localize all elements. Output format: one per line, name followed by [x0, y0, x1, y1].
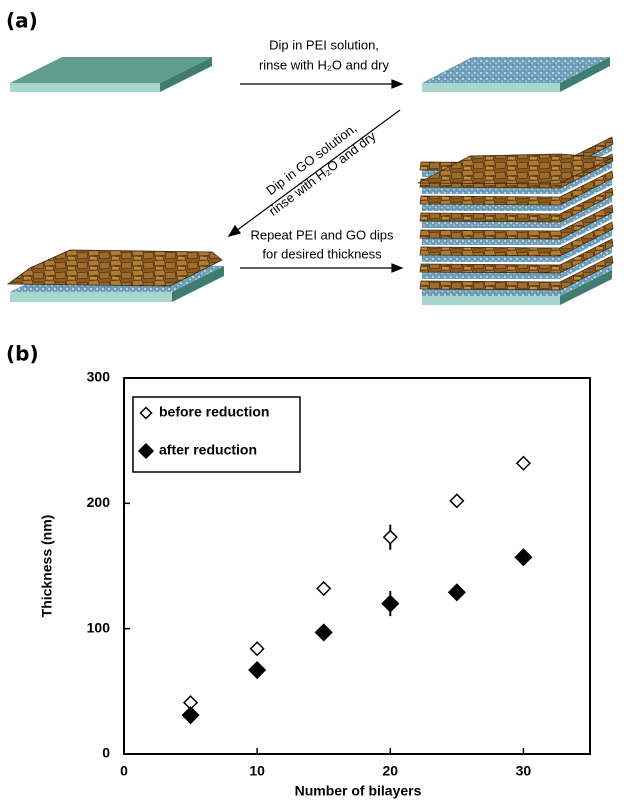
legend-marker — [139, 406, 153, 420]
marker — [316, 580, 332, 597]
x-tick-label: 10 — [249, 763, 265, 779]
marker — [449, 493, 465, 509]
substrate-side — [422, 296, 560, 305]
marker — [248, 660, 267, 680]
go-layer — [419, 187, 614, 223]
arrows — [227, 79, 404, 273]
y-tick-label: 200 — [87, 494, 111, 510]
step-text: Repeat PEI and GO dips — [250, 227, 394, 242]
x-tick-label: 30 — [516, 763, 532, 779]
y-axis-label: Thickness (nm) — [39, 515, 55, 618]
y-tick-label: 300 — [87, 369, 111, 385]
go-layer — [419, 221, 614, 257]
legend-label: after reduction — [159, 442, 257, 458]
legend-marker — [137, 442, 155, 460]
panel-label: (b) — [6, 342, 39, 366]
bilayer-substrate — [6, 249, 224, 302]
y-tick-label: 100 — [87, 619, 111, 635]
multilayer-stack — [417, 136, 614, 305]
go-layer — [419, 255, 614, 291]
pei-substrate — [422, 57, 610, 92]
marker — [382, 529, 398, 545]
go-layer — [419, 204, 614, 240]
marker — [514, 548, 533, 567]
step-text: rinse with H₂O and dry — [259, 57, 390, 72]
marker — [515, 455, 531, 471]
panel-label: (a) — [6, 9, 38, 33]
legend-label: before reduction — [159, 404, 269, 420]
x-axis-label: Number of bilayers — [295, 783, 422, 799]
x-tick-label: 0 — [120, 763, 128, 779]
y-tick-label: 0 — [102, 745, 110, 761]
go-layer — [419, 170, 614, 206]
go-top — [417, 153, 614, 185]
substrate — [10, 57, 212, 92]
go-layer — [419, 238, 614, 274]
marker — [447, 583, 466, 602]
substrate-side — [560, 270, 612, 305]
marker — [381, 594, 400, 613]
plot-frame — [123, 377, 591, 755]
x-tick-label: 20 — [382, 763, 398, 779]
marker — [314, 623, 333, 642]
marker — [249, 641, 265, 657]
step-text: for desired thickness — [262, 246, 382, 261]
legend-box — [132, 396, 301, 473]
marker — [181, 706, 200, 725]
step-text: Dip in PEI solution, — [269, 37, 379, 52]
